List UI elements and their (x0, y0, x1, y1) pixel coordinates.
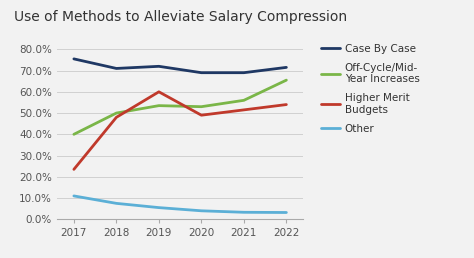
Off-Cycle/Mid-
Year Increases (241, 99, 246, 102)
Case By Case (199, 71, 204, 74)
Line: Other: Other (74, 196, 286, 213)
Other (199, 209, 204, 212)
Case By Case (156, 65, 162, 68)
Line: Off-Cycle/Mid-
Year Increases: Off-Cycle/Mid- Year Increases (74, 80, 286, 134)
Line: Higher Merit
Budgets: Higher Merit Budgets (74, 92, 286, 169)
Off-Cycle/Mid-
Year Increases (156, 104, 162, 107)
Other (283, 211, 289, 214)
Higher Merit
Budgets (71, 168, 77, 171)
Other (241, 211, 246, 214)
Case By Case (114, 67, 119, 70)
Higher Merit
Budgets (156, 90, 162, 93)
Legend: Case By Case, Off-Cycle/Mid-
Year Increases, Higher Merit
Budgets, Other: Case By Case, Off-Cycle/Mid- Year Increa… (321, 44, 419, 134)
Higher Merit
Budgets (283, 103, 289, 106)
Higher Merit
Budgets (241, 108, 246, 111)
Off-Cycle/Mid-
Year Increases (283, 79, 289, 82)
Other (114, 202, 119, 205)
Other (156, 206, 162, 209)
Other (71, 194, 77, 197)
Higher Merit
Budgets (199, 114, 204, 117)
Higher Merit
Budgets (114, 116, 119, 119)
Text: Use of Methods to Alleviate Salary Compression: Use of Methods to Alleviate Salary Compr… (14, 10, 346, 24)
Case By Case (71, 57, 77, 60)
Off-Cycle/Mid-
Year Increases (71, 133, 77, 136)
Off-Cycle/Mid-
Year Increases (199, 105, 204, 108)
Case By Case (241, 71, 246, 74)
Line: Case By Case: Case By Case (74, 59, 286, 73)
Off-Cycle/Mid-
Year Increases (114, 111, 119, 115)
Case By Case (283, 66, 289, 69)
